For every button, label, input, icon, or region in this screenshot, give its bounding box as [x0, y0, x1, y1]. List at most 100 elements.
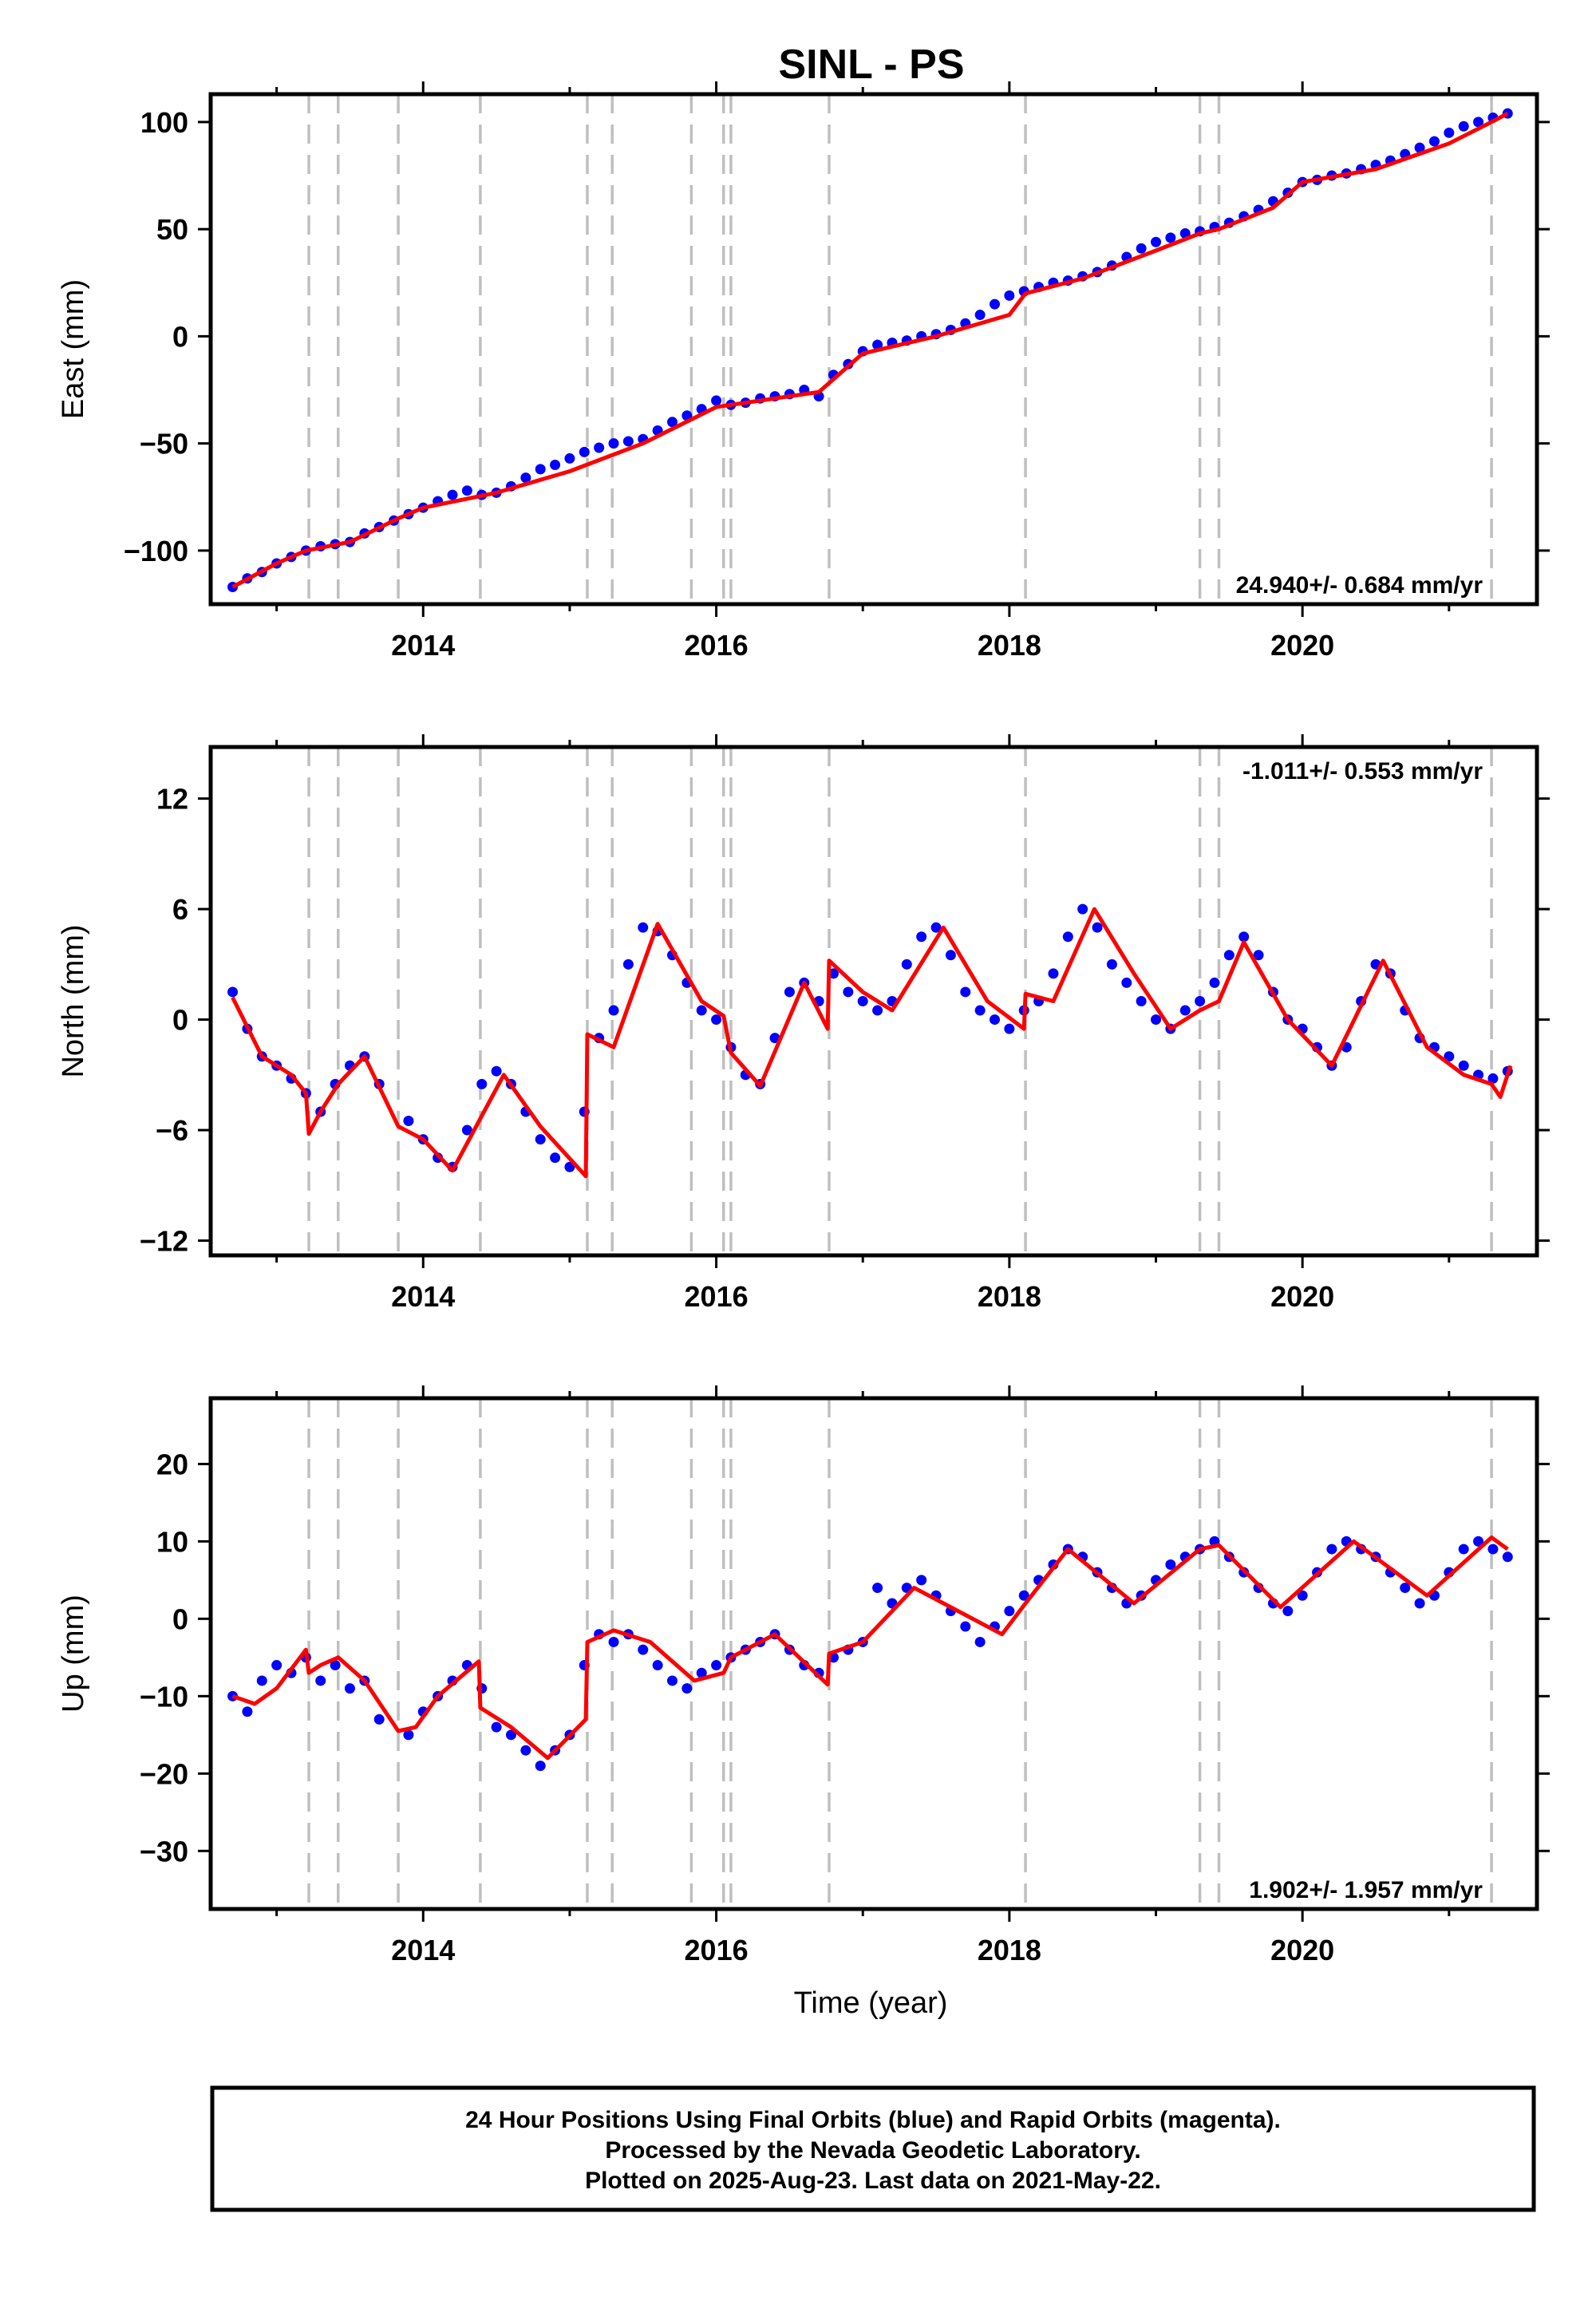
east-data-point: [594, 442, 605, 453]
north-y-tick-label: 12: [156, 783, 188, 816]
east-y-tick-label: −100: [124, 535, 188, 567]
up-data-point: [974, 1636, 986, 1647]
east-data-point: [550, 459, 561, 470]
north-y-tick-label: 6: [172, 893, 188, 926]
east-data-point: [1473, 117, 1484, 128]
up-data-point: [535, 1761, 546, 1772]
north-model-line: [231, 907, 1513, 1179]
north-data-point: [990, 1014, 1001, 1026]
east-data-point: [990, 298, 1001, 310]
up-y-tick-label: −10: [140, 1680, 188, 1713]
east-rate-label: 24.940+/- 0.684 mm/yr: [1236, 572, 1483, 599]
north-data-point: [491, 1065, 502, 1077]
up-data-point: [1282, 1606, 1294, 1617]
north-data-point: [857, 996, 868, 1006]
north-data-point: [916, 931, 927, 943]
north-data-point: [1487, 1073, 1499, 1084]
north-data-point: [945, 950, 956, 961]
north-data-point: [622, 958, 634, 970]
east-data-point: [579, 446, 590, 457]
north-data-point: [960, 986, 971, 998]
figure-title: SINL - PS: [778, 41, 964, 88]
up-data-point: [1414, 1598, 1425, 1609]
east-data-point: [1428, 136, 1440, 147]
up-data-point: [1297, 1590, 1308, 1601]
up-data-point: [315, 1675, 326, 1686]
north-data-point: [1004, 1023, 1015, 1034]
east-panel: 2014 2016 2018 2020 −100 −50 0 50 100 East (mm) 24…: [57, 81, 1550, 662]
east-x-tick-label: 2014: [391, 629, 455, 662]
east-data-point: [608, 438, 619, 449]
north-y-tick-label: 0: [172, 1004, 188, 1037]
north-data-point: [1151, 1014, 1162, 1026]
north-data-point: [1062, 931, 1073, 943]
north-data-point: [1136, 996, 1147, 1006]
north-data-point: [535, 1134, 546, 1145]
up-data-point: [1326, 1543, 1337, 1555]
north-data-point: [461, 1124, 472, 1136]
north-panel: 2014 2016 2018 2020 −12 −6 0 6 12 North (mm) -1.01…: [57, 734, 1550, 1313]
east-data-point: [666, 417, 678, 428]
north-data-point: [1238, 931, 1250, 943]
east-y-tick-label: 100: [140, 106, 188, 139]
up-data-point: [520, 1745, 531, 1756]
north-x-tick-label: 2018: [978, 1280, 1041, 1313]
up-data-point: [872, 1583, 883, 1594]
north-x-tick-label: 2020: [1270, 1280, 1334, 1313]
up-x-tick-label: 2018: [978, 1934, 1041, 1966]
north-data-point: [1209, 977, 1220, 988]
east-data-point: [1151, 236, 1162, 247]
east-plot-frame: [208, 92, 1539, 607]
east-y-tick-label: −50: [140, 428, 188, 460]
east-data-point: [535, 464, 546, 475]
east-x-tick-label: 2016: [685, 629, 749, 662]
north-data-point: [550, 1152, 561, 1164]
up-data-point: [242, 1706, 253, 1717]
east-data-point: [974, 310, 986, 321]
east-data-point: [1458, 121, 1469, 132]
up-data-point: [696, 1667, 707, 1678]
north-x-tick-label: 2016: [685, 1280, 749, 1313]
up-data-point: [666, 1675, 678, 1686]
north-data-point: [784, 986, 795, 998]
north-plot-frame: [208, 745, 1539, 1258]
north-data-point: [1092, 922, 1103, 933]
up-x-tick-label: 2016: [685, 1934, 749, 1966]
east-data-point: [1136, 243, 1147, 254]
up-y-tick-label: 10: [156, 1525, 188, 1558]
east-y-tick-label: 50: [156, 213, 188, 246]
north-data-point: [1121, 977, 1132, 988]
up-data-point: [1473, 1535, 1484, 1547]
up-x-tick-label: 2020: [1270, 1934, 1334, 1966]
up-data-point: [1165, 1559, 1176, 1570]
up-data-point: [505, 1729, 516, 1741]
north-data-point: [564, 1161, 575, 1172]
north-data-point: [638, 922, 649, 933]
up-data-point: [608, 1636, 619, 1647]
east-model-line: [231, 111, 1509, 589]
north-data-point: [1458, 1060, 1469, 1071]
up-data-point: [344, 1683, 355, 1694]
north-x-tick-label: 2014: [391, 1280, 455, 1313]
east-x-tick-label: 2018: [978, 629, 1041, 662]
north-data-point: [1077, 903, 1088, 915]
up-data-point: [960, 1621, 971, 1632]
up-y-tick-label: 0: [172, 1603, 188, 1635]
north-data-point: [901, 958, 912, 970]
up-rate-label: 1.902+/- 1.957 mm/yr: [1249, 1877, 1483, 1903]
east-data-point: [711, 395, 722, 406]
north-data-point: [608, 1005, 619, 1016]
up-data-point: [1502, 1551, 1513, 1563]
up-data-point: [330, 1660, 341, 1671]
east-data-point: [461, 485, 472, 496]
north-data-point: [696, 1005, 707, 1016]
up-data-point: [681, 1683, 693, 1694]
east-data-point: [447, 489, 458, 500]
up-data-point: [1400, 1583, 1411, 1594]
north-data-point: [403, 1116, 414, 1127]
east-y-axis-label: East (mm): [57, 279, 90, 419]
east-data-point: [1004, 290, 1015, 301]
up-panel: 2014 2016 2018 2020 −30 −20 −10 0 10 20 Up (mm) 1.9…: [57, 1385, 1550, 2020]
